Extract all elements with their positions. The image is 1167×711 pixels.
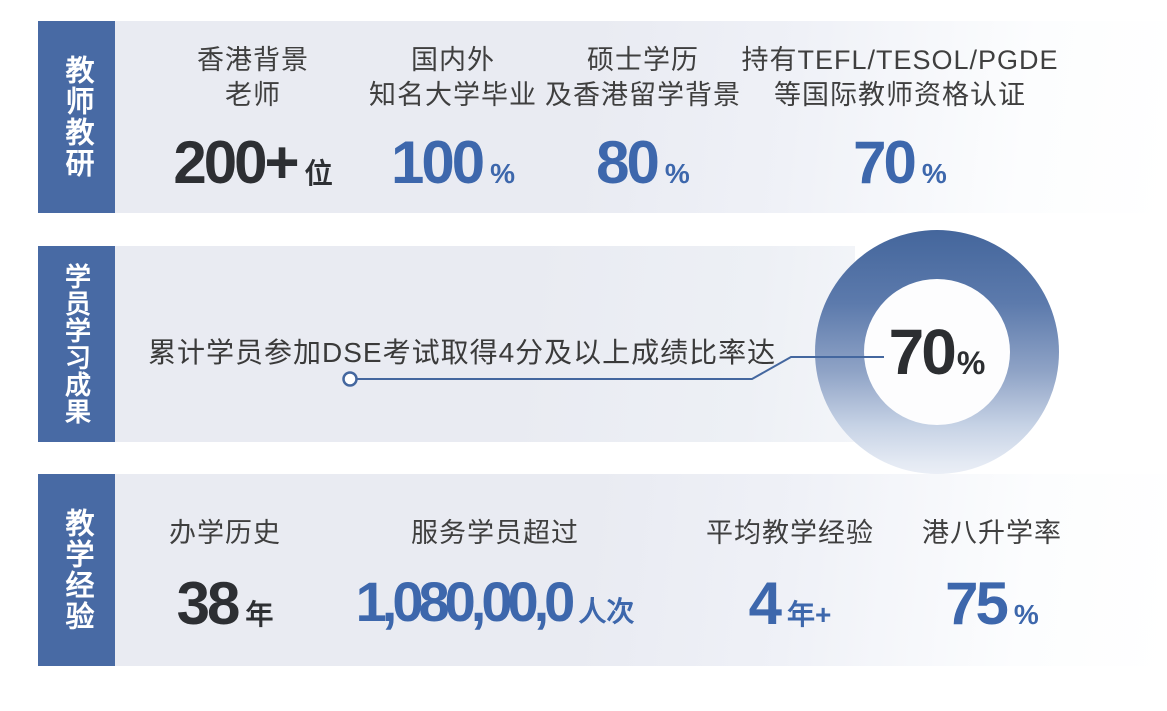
section-tab-student-results: 学员学习成果 [38, 246, 115, 442]
stat-label: 港八升学率 [922, 518, 1062, 548]
donut-value: 70 [888, 316, 957, 388]
stat-label: 服务学员超过 [411, 518, 579, 548]
section-panel: 办学历史 38 年 服务学员超过 1,080,00,0 人次 平均教学经验 4 年+ … [115, 474, 1167, 666]
stat-value: 75% [945, 570, 1039, 637]
stat-label: 硕士学历 及香港留学背景 [545, 45, 741, 110]
stat-hk-top8-admission-rate: 港八升学率 75% [892, 474, 1092, 666]
stat-university-graduates: 国内外 知名大学毕业 100% [353, 21, 553, 213]
stat-label: 香港背景 老师 [197, 45, 309, 110]
stat-value: 80% [596, 129, 690, 196]
section-tab-label: 学员学习成果 [61, 263, 92, 425]
section-tab-teacher-research: 教师教研 [38, 21, 115, 213]
stat-value: 38 年 [176, 570, 274, 637]
section-student-results: 学员学习成果 [38, 246, 1167, 442]
stat-label: 平均教学经验 [706, 518, 874, 548]
stat-value: 4 年+ [748, 570, 832, 637]
section-teaching-experience: 教学经验 办学历史 38 年 服务学员超过 1,080,00,0 人次 平均教学经验… [38, 474, 1167, 666]
donut-center: 70% [864, 279, 1010, 425]
section-tab-label: 教师教研 [61, 55, 93, 179]
section-teacher-research: 教师教研 香港背景 老师 200+ 位 国内外 知名大学毕业 100% 硕士学历 … [38, 21, 1167, 213]
stat-masters-degree: 硕士学历 及香港留学背景 80% [518, 21, 768, 213]
stat-school-history: 办学历史 38 年 [120, 474, 330, 666]
donut-chart: 70% [815, 230, 1059, 474]
dse-result-statement: 累计学员参加DSE考试取得4分及以上成绩比率达 [148, 337, 777, 368]
stat-label: 国内外 知名大学毕业 [369, 45, 537, 110]
stat-label: 办学历史 [169, 518, 281, 548]
stat-students-served: 服务学员超过 1,080,00,0 人次 [315, 474, 675, 666]
stat-avg-teaching-experience: 平均教学经验 4 年+ [680, 474, 900, 666]
stat-label: 持有TEFL/TESOL/PGDE 等国际教师资格认证 [741, 45, 1059, 110]
stat-value: 200+ 位 [173, 129, 333, 196]
stat-value: 70% [853, 129, 947, 196]
section-panel: 香港背景 老师 200+ 位 国内外 知名大学毕业 100% 硕士学历 及香港留学… [115, 21, 1167, 213]
section-panel [115, 246, 855, 442]
stat-hk-background-teachers: 香港背景 老师 200+ 位 [143, 21, 363, 213]
section-tab-teaching-experience: 教学经验 [38, 474, 115, 666]
stat-value: 100% [390, 129, 515, 196]
section-tab-label: 教学经验 [61, 508, 93, 632]
donut-unit: % [956, 345, 986, 381]
stat-value: 1,080,00,0 人次 [355, 570, 635, 633]
stat-teacher-certifications: 持有TEFL/TESOL/PGDE 等国际教师资格认证 70% [740, 21, 1060, 213]
